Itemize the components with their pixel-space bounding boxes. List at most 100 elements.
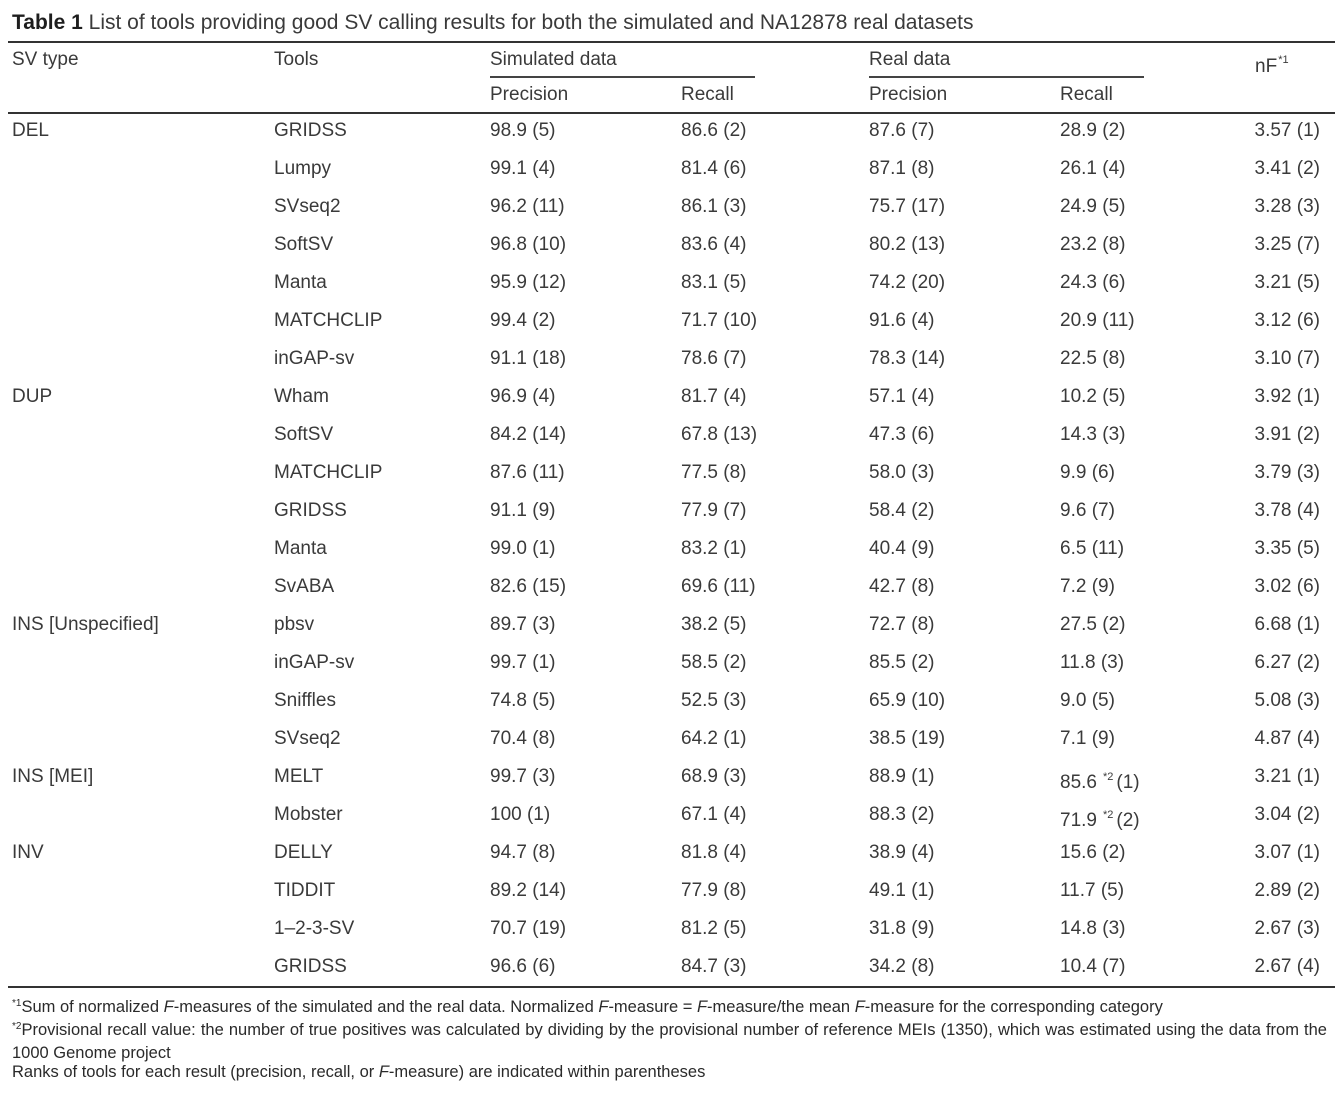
cell-tool: SVseq2 <box>274 196 341 217</box>
cell-tool: Manta <box>274 538 327 559</box>
table-row: DUP Wham 96.9 (4) 81.7 (4) 57.1 (4) 10.2 (5) 3… <box>0 385 1340 423</box>
cell-sv-type: DEL <box>12 120 49 141</box>
cell-sim-precision: 70.7 (19) <box>490 918 567 939</box>
cell-real-recall: 10.4 (7) <box>1060 956 1126 977</box>
cell-tool: MATCHCLIP <box>274 310 383 331</box>
table-row: inGAP-sv 99.7 (1) 58.5 (2) 85.5 (2) 11.8 (3)… <box>0 651 1340 689</box>
cell-tool: MATCHCLIP <box>274 462 383 483</box>
table-row: TIDDIT 89.2 (14) 77.9 (8) 49.1 (1) 11.7 (5) 2… <box>0 879 1340 917</box>
table-row: SoftSV 84.2 (14) 67.8 (13) 47.3 (6) 14.3 (3)… <box>0 423 1340 461</box>
cell-tool: SoftSV <box>274 424 334 445</box>
cell-sim-precision: 89.2 (14) <box>490 880 567 901</box>
cell-real-precision: 87.1 (8) <box>869 158 935 179</box>
cell-real-precision: 58.0 (3) <box>869 462 935 483</box>
cell-sim-recall: 58.5 (2) <box>681 652 747 673</box>
cell-nf: 3.57 (1) <box>1254 120 1320 141</box>
cell-nf: 3.78 (4) <box>1254 500 1320 521</box>
table-row: Manta 95.9 (12) 83.1 (5) 74.2 (20) 24.3 (6) 3… <box>0 271 1340 309</box>
cell-sim-recall: 68.9 (3) <box>681 766 747 787</box>
cell-sim-precision: 89.7 (3) <box>490 614 556 635</box>
cell-nf: 2.89 (2) <box>1254 880 1320 901</box>
cell-sim-recall: 77.5 (8) <box>681 462 747 483</box>
cell-nf: 3.02 (6) <box>1254 576 1320 597</box>
cell-sim-recall: 86.1 (3) <box>681 196 747 217</box>
table-row: MATCHCLIP 87.6 (11) 77.5 (8) 58.0 (3) 9.9 (6… <box>0 461 1340 499</box>
cell-real-recall: 6.5 (11) <box>1060 538 1125 559</box>
cell-real-recall: 7.2 (9) <box>1060 576 1115 597</box>
cell-real-precision: 34.2 (8) <box>869 956 935 977</box>
cell-sim-recall: 38.2 (5) <box>681 614 747 635</box>
cell-real-precision: 74.2 (20) <box>869 272 946 293</box>
header-nf-mark: *1 <box>1278 54 1289 66</box>
cell-real-precision: 57.1 (4) <box>869 386 935 407</box>
cell-sim-precision: 96.8 (10) <box>490 234 567 255</box>
cell-nf: 3.41 (2) <box>1254 158 1320 179</box>
cell-tool: Mobster <box>274 804 343 825</box>
cell-sim-precision: 99.4 (2) <box>490 310 556 331</box>
cell-nf: 3.35 (5) <box>1254 538 1320 559</box>
table-row: Mobster 100 (1) 67.1 (4) 88.3 (2) 71.9 *2 (2) 3… <box>0 803 1340 841</box>
cell-sv-type: INS [Unspecified] <box>12 614 159 635</box>
cell-sim-precision: 87.6 (11) <box>490 462 565 483</box>
table-row: Sniffles 74.8 (5) 52.5 (3) 65.9 (10) 9.0 (5)… <box>0 689 1340 727</box>
cell-sim-recall: 81.4 (6) <box>681 158 747 179</box>
footnote-1: *1Sum of normalized F-measures of the si… <box>12 998 1163 1016</box>
footnote-2: *2Provisional recall value: the number o… <box>12 1021 1327 1062</box>
table-row: 1–2-3-SV 70.7 (19) 81.2 (5) 31.8 (9) 14.8 (3… <box>0 917 1340 955</box>
cell-real-recall: 9.6 (7) <box>1060 500 1115 521</box>
bottom-rule <box>8 986 1335 988</box>
cell-real-recall-mark: *2 <box>1102 809 1114 821</box>
table-row: SoftSV 96.8 (10) 83.6 (4) 80.2 (13) 23.2 (8)… <box>0 233 1340 271</box>
cell-tool: Sniffles <box>274 690 336 711</box>
table-row: SVseq2 96.2 (11) 86.1 (3) 75.7 (17) 24.9 (5)… <box>0 195 1340 233</box>
cell-real-precision: 42.7 (8) <box>869 576 935 597</box>
cell-sim-precision: 70.4 (8) <box>490 728 556 749</box>
cell-nf: 3.25 (7) <box>1254 234 1320 255</box>
top-rule <box>8 41 1335 43</box>
cell-real-precision: 80.2 (13) <box>869 234 946 255</box>
cell-real-precision: 40.4 (9) <box>869 538 935 559</box>
cell-real-recall: 26.1 (4) <box>1060 158 1126 179</box>
cell-real-precision: 85.5 (2) <box>869 652 935 673</box>
simulated-group-rule <box>490 76 755 78</box>
table-row: INV DELLY 94.7 (8) 81.8 (4) 38.9 (4) 15.6 (2)… <box>0 841 1340 879</box>
header-sv-type: SV type <box>12 49 79 70</box>
cell-sim-recall: 81.2 (5) <box>681 918 747 939</box>
cell-nf: 3.92 (1) <box>1254 386 1320 407</box>
cell-real-precision: 65.9 (10) <box>869 690 946 711</box>
cell-real-recall: 27.5 (2) <box>1060 614 1126 635</box>
cell-nf: 3.21 (1) <box>1254 766 1320 787</box>
cell-real-precision: 58.4 (2) <box>869 500 935 521</box>
cell-real-precision: 38.5 (19) <box>869 728 946 749</box>
cell-real-recall: 24.3 (6) <box>1060 272 1126 293</box>
table-row: GRIDSS 91.1 (9) 77.9 (7) 58.4 (2) 9.6 (7) 3.7… <box>0 499 1340 537</box>
cell-real-precision: 87.6 (7) <box>869 120 935 141</box>
cell-real-recall-mark: *2 <box>1102 771 1114 783</box>
cell-sim-precision: 98.9 (5) <box>490 120 556 141</box>
cell-sim-recall: 67.1 (4) <box>681 804 747 825</box>
cell-sim-recall: 69.6 (11) <box>681 576 756 597</box>
cell-real-precision: 91.6 (4) <box>869 310 935 331</box>
cell-nf: 6.27 (2) <box>1254 652 1320 673</box>
cell-tool: TIDDIT <box>274 880 336 901</box>
cell-real-recall-value: 85.6 <box>1060 772 1097 793</box>
cell-sim-recall: 52.5 (3) <box>681 690 747 711</box>
cell-real-recall: 23.2 (8) <box>1060 234 1126 255</box>
header-sim-recall: Recall <box>681 84 734 105</box>
cell-sim-precision: 74.8 (5) <box>490 690 556 711</box>
cell-real-recall: 22.5 (8) <box>1060 348 1126 369</box>
cell-real-recall: 9.0 (5) <box>1060 690 1115 711</box>
cell-sim-precision: 96.6 (6) <box>490 956 556 977</box>
cell-tool: GRIDSS <box>274 120 347 141</box>
cell-tool: 1–2-3-SV <box>274 918 355 939</box>
cell-sim-precision: 96.2 (11) <box>490 196 565 217</box>
header-nf: nF*1 <box>1255 48 1289 79</box>
cell-real-recall: 20.9 (11) <box>1060 310 1135 331</box>
table-row: SVseq2 70.4 (8) 64.2 (1) 38.5 (19) 7.1 (9) 4.… <box>0 727 1340 765</box>
cell-sim-recall: 86.6 (2) <box>681 120 747 141</box>
cell-real-precision: 88.9 (1) <box>869 766 935 787</box>
cell-tool: GRIDSS <box>274 500 347 521</box>
cell-tool: Manta <box>274 272 327 293</box>
table-caption-text: List of tools providing good SV calling … <box>88 11 974 34</box>
